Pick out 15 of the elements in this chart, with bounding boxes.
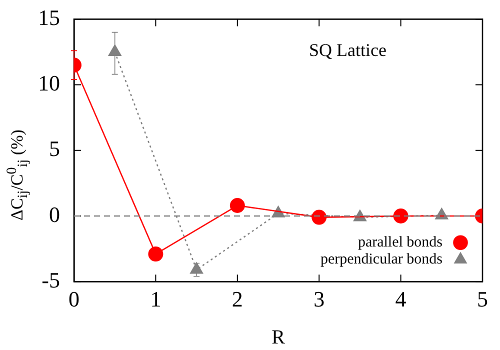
- y-tick-label: 15: [38, 4, 60, 30]
- y-tick-label: 0: [49, 202, 60, 227]
- y-tick-label: 5: [49, 136, 60, 162]
- x-axis-title: R: [272, 326, 286, 348]
- x-tick-label: 1: [150, 286, 162, 312]
- x-tick-label: 5: [477, 286, 488, 312]
- text: SQ Lattice: [308, 40, 386, 60]
- x-tick-label: 4: [395, 286, 406, 312]
- x-tick-label: 3: [314, 286, 325, 312]
- y-tick-label: -5: [42, 267, 60, 292]
- legend-label: parallel bonds: [358, 234, 443, 251]
- y-tick-label: 10: [38, 70, 60, 96]
- legend-label: perpendicular bonds: [320, 252, 443, 268]
- x-tick-label: 2: [232, 286, 243, 312]
- x-tick-label: 0: [68, 286, 80, 312]
